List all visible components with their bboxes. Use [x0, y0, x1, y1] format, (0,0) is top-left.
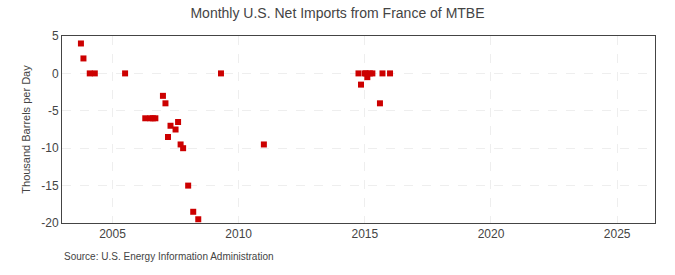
svg-text:-20: -20 [41, 216, 59, 230]
svg-text:2005: 2005 [99, 227, 126, 241]
svg-text:0: 0 [52, 67, 59, 81]
svg-text:2020: 2020 [478, 227, 505, 241]
svg-text:-10: -10 [41, 141, 59, 155]
svg-text:-15: -15 [41, 179, 59, 193]
svg-text:Source: U.S. Energy Informatio: Source: U.S. Energy Information Administ… [64, 251, 274, 262]
svg-text:Thousand Barrels per Day: Thousand Barrels per Day [20, 65, 32, 194]
svg-text:2015: 2015 [351, 227, 378, 241]
svg-text:2010: 2010 [225, 227, 252, 241]
svg-text:2025: 2025 [604, 227, 631, 241]
svg-text:Monthly U.S. Net Imports from: Monthly U.S. Net Imports from France of … [190, 5, 484, 21]
svg-text:5: 5 [52, 29, 59, 43]
svg-text:-5: -5 [48, 104, 59, 118]
